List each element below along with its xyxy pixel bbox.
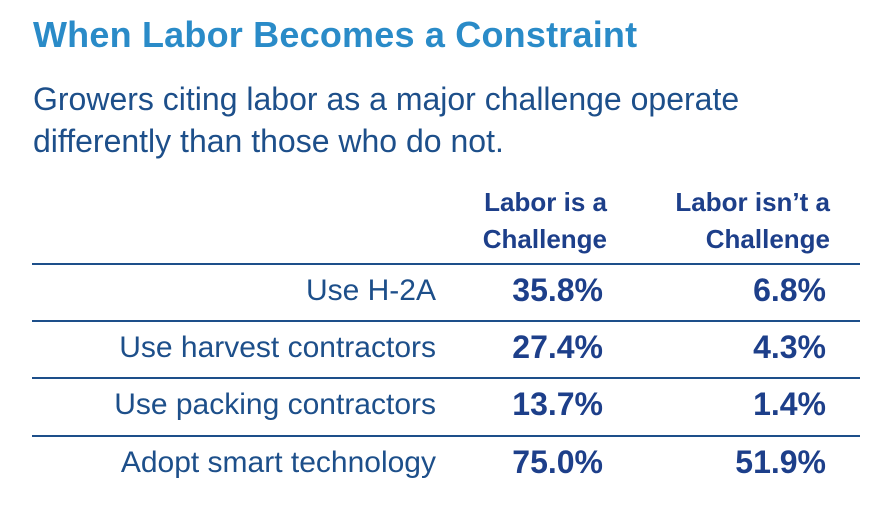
column-header-line: Labor is a (484, 187, 607, 217)
cell-labor-not-challenge: 51.9% (735, 444, 826, 480)
table-row: Use harvest contractors 27.4% 4.3% (32, 323, 860, 379)
cell-labor-not-challenge: 1.4% (753, 386, 826, 422)
table-row: Use H-2A 35.8% 6.8% (32, 266, 860, 322)
column-header-labor-challenge: Labor is a Challenge (483, 184, 607, 258)
table-divider (32, 435, 860, 437)
row-label: Use packing contractors (114, 388, 436, 421)
column-header-line: Challenge (482, 224, 607, 254)
cell-labor-challenge: 27.4% (512, 329, 603, 365)
column-header-line: Labor isn’t a (675, 187, 830, 217)
cell-labor-challenge: 75.0% (512, 444, 603, 480)
chart-title: When Labor Becomes a Constraint (33, 14, 638, 55)
cell-labor-not-challenge: 4.3% (753, 329, 826, 365)
cell-labor-not-challenge: 6.8% (753, 272, 826, 308)
row-label: Use harvest contractors (119, 331, 436, 364)
table-divider (32, 320, 860, 322)
cell-labor-challenge: 35.8% (512, 272, 603, 308)
table-divider (32, 377, 860, 379)
table-row: Adopt smart technology 75.0% 51.9% (32, 438, 860, 494)
cell-labor-challenge: 13.7% (512, 386, 603, 422)
row-label: Use H-2A (305, 274, 436, 307)
row-label: Adopt smart technology (120, 446, 436, 479)
table-divider (32, 263, 860, 265)
column-header-labor-not-challenge: Labor isn’t a Challenge (675, 184, 830, 258)
column-header-line: Challenge (705, 224, 830, 254)
table-row: Use packing contractors 13.7% 1.4% (32, 380, 860, 436)
chart-subtitle: Growers citing labor as a major challeng… (33, 81, 740, 159)
